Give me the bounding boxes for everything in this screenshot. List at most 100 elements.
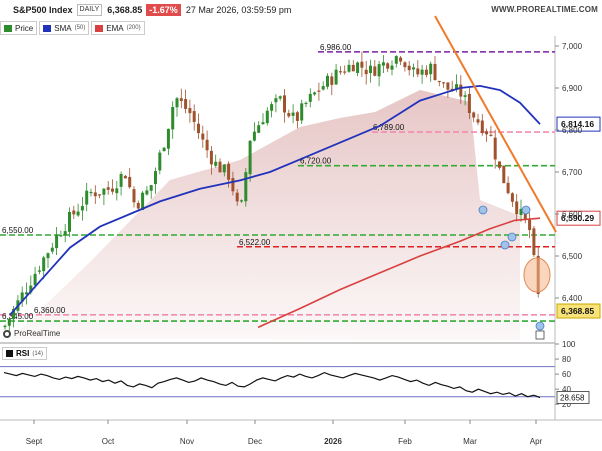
candle-body xyxy=(261,122,265,125)
candle-body xyxy=(343,71,347,73)
event-marker-icon[interactable] xyxy=(521,205,531,215)
price-badge-label: 6,368.85 xyxy=(561,306,594,316)
event-marker-icon[interactable] xyxy=(500,240,510,250)
level-label: 6,345.00 xyxy=(2,312,34,321)
rsi-value-label: 28.658 xyxy=(560,393,585,402)
candle-body xyxy=(278,96,282,99)
candle-body xyxy=(98,194,102,196)
candle-body xyxy=(334,69,338,85)
candle-body xyxy=(330,76,334,85)
candle-body xyxy=(149,185,153,191)
candle-body xyxy=(308,93,312,102)
candle-body xyxy=(102,188,106,195)
candle-body xyxy=(360,61,364,68)
change-badge: -1.67% xyxy=(146,4,181,16)
level-label: 6,522.00 xyxy=(239,238,271,247)
candle-body xyxy=(80,206,84,211)
legend-sma-label: SMA xyxy=(54,23,72,33)
watermark-text: ProRealTime xyxy=(14,329,61,338)
candle-body xyxy=(136,202,140,209)
candle-body xyxy=(20,292,24,302)
highlight-circle-icon xyxy=(523,257,551,293)
rsi-legend[interactable]: RSI (14) xyxy=(2,347,48,360)
legend-sma-params: (50) xyxy=(74,25,86,31)
event-marker-icon[interactable] xyxy=(478,205,488,215)
candle-body xyxy=(171,106,175,130)
x-tick-label: Mar xyxy=(463,437,477,446)
candle-body xyxy=(467,93,471,113)
y-tick-label: 6,800 xyxy=(562,126,583,135)
y-tick-label: 6,700 xyxy=(562,168,583,177)
candle-body xyxy=(175,98,179,108)
candle-body xyxy=(184,99,188,109)
x-tick-label: Nov xyxy=(180,437,194,446)
rsi-y-tick-label: 80 xyxy=(562,355,571,364)
candle-body xyxy=(50,247,54,252)
legend-ema-label: EMA xyxy=(106,23,124,33)
candle-body xyxy=(455,84,458,90)
candle-body xyxy=(68,211,71,232)
candle-body xyxy=(502,165,506,184)
last-price: 6,368.85 xyxy=(107,5,143,15)
candle-body xyxy=(347,64,351,72)
candle-body xyxy=(12,308,16,320)
rsi-y-tick-label: 60 xyxy=(562,370,571,379)
trade-marker-icon[interactable] xyxy=(535,330,545,340)
candle-body xyxy=(351,64,355,72)
candle-body xyxy=(231,178,235,192)
candle-body xyxy=(265,110,269,124)
level-label: 6,360.00 xyxy=(34,306,66,315)
candle-body xyxy=(154,171,157,185)
level-label: 6,789.00 xyxy=(373,123,405,132)
candle-body xyxy=(106,187,110,190)
candle-body xyxy=(381,62,385,66)
candle-body xyxy=(145,190,149,195)
candle-body xyxy=(33,273,37,286)
candle-body xyxy=(433,63,437,80)
candle-body xyxy=(515,201,519,215)
candle-body xyxy=(300,103,304,121)
candle-body xyxy=(287,113,291,117)
trendline[interactable] xyxy=(434,15,557,233)
candle-body xyxy=(76,211,80,216)
candle-body xyxy=(270,104,274,111)
candle-body xyxy=(532,228,536,256)
candle-body xyxy=(37,270,41,272)
price-badge xyxy=(556,210,601,226)
event-marker-icon[interactable] xyxy=(535,321,545,331)
rsi-y-tick-label: 20 xyxy=(562,400,571,409)
candle-body xyxy=(313,92,317,95)
candle-body xyxy=(498,161,501,168)
candle-body xyxy=(42,257,46,272)
candle-body xyxy=(442,82,446,84)
legend-ema[interactable]: EMA (200) xyxy=(91,21,145,35)
rsi-legend-label: RSI xyxy=(16,349,30,358)
event-marker-icon[interactable] xyxy=(507,232,517,242)
price-badge xyxy=(556,303,601,319)
y-tick-label: 6,400 xyxy=(562,294,583,303)
legend-price[interactable]: Price xyxy=(0,21,38,35)
candle-body xyxy=(166,128,170,149)
candle-body xyxy=(429,63,433,75)
candle-body xyxy=(420,69,424,75)
candle-body xyxy=(369,65,372,74)
candle-body xyxy=(373,66,377,76)
candle-body xyxy=(493,137,497,160)
x-tick-label: 2026 xyxy=(324,437,342,446)
candle-body xyxy=(412,67,415,70)
candle-body xyxy=(63,231,67,236)
candle-body xyxy=(218,161,222,173)
legend-sma[interactable]: SMA (50) xyxy=(39,21,90,35)
candle-body xyxy=(394,56,398,64)
candle-body xyxy=(222,164,226,173)
datetime-label: 27 Mar 2026, 03:59:59 pm xyxy=(185,5,292,15)
rsi-y-tick-label: 100 xyxy=(562,340,576,349)
sma-50-line xyxy=(9,84,541,316)
timeframe-badge[interactable]: DAILY xyxy=(76,4,103,16)
candle-body xyxy=(386,63,390,69)
level-label: 6,720.00 xyxy=(300,157,332,166)
candle-body xyxy=(399,57,403,62)
candle-body xyxy=(188,108,192,114)
candle-body xyxy=(424,69,428,75)
